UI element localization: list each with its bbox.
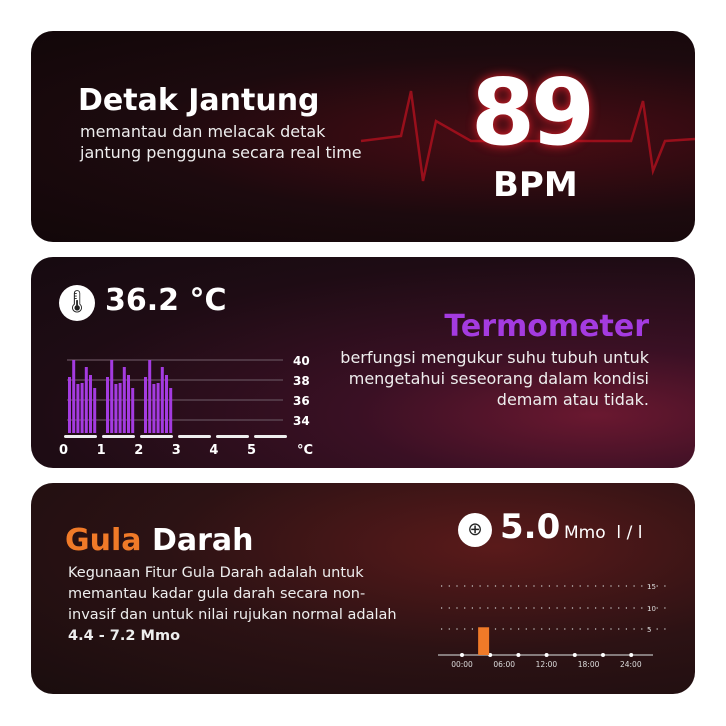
temp-bar: [89, 375, 92, 433]
x-tick-label: 3: [172, 443, 181, 458]
x-tick-label: 4: [209, 443, 218, 458]
y-tick-label: 36: [293, 394, 310, 408]
x-axis-segment: [178, 435, 211, 438]
temp-bar: [76, 384, 80, 433]
temp-bar: [110, 360, 114, 433]
y-tick-label: 10: [647, 605, 656, 613]
blood-drop-icon: ⊕: [458, 513, 492, 547]
x-tick-label: 06:00: [493, 660, 515, 669]
x-axis-segment: [140, 435, 173, 438]
axis-dot: [488, 653, 493, 657]
gula-value: 5.0: [500, 507, 561, 547]
sugar-bar: [478, 627, 490, 655]
temp-unit: °C: [189, 283, 227, 318]
gula-desc: Kegunaan Fitur Gula Darah adalah untuk m…: [68, 565, 397, 623]
axis-dot: [516, 653, 521, 657]
temp-bar: [144, 377, 147, 433]
temp-bar: [160, 367, 164, 433]
axis-dot: [601, 653, 605, 657]
temp-bar: [148, 360, 152, 433]
temp-bar: [72, 360, 76, 433]
thermo-title: Termometer: [444, 309, 649, 344]
y-tick-label: 38: [293, 374, 310, 388]
heart-title: Detak Jantung: [78, 83, 320, 118]
heart-value: 89: [471, 59, 595, 166]
gula-range: 4.4 - 7.2 Mmo: [68, 628, 181, 644]
thermo-desc: berfungsi mengukur suhu tubuh untuk meng…: [340, 348, 649, 409]
heartbeat-wave: [360, 90, 695, 182]
temp-bar: [93, 388, 97, 433]
temp-bar: [114, 384, 118, 433]
heart-rate-card: Detak Jantung memantau dan melacak detak…: [31, 31, 695, 242]
temp-bar: [80, 383, 84, 433]
x-tick-label: 2: [134, 443, 143, 458]
thermometer-icon: 🌡: [59, 285, 95, 321]
gula-title-b: Darah: [151, 523, 254, 558]
x-tick-label: 24:00: [620, 660, 642, 669]
temp-bar: [165, 375, 168, 433]
temp-bar: [118, 383, 122, 433]
blood-sugar-card: Gula Darah Kegunaan Fitur Gula Darah ada…: [31, 483, 695, 694]
blood-sugar-chart: 15 10 5 00:00 06:00 12:00 18:00 24:00: [438, 583, 671, 669]
heart-desc: memantau dan melacak detak jantung pengg…: [80, 122, 362, 162]
x-axis-segment: [216, 435, 249, 438]
x-tick-label: 1: [97, 443, 106, 458]
x-tick-label: 0: [59, 443, 68, 458]
x-unit-label: °C: [297, 443, 313, 458]
temp-bar: [152, 384, 156, 433]
thermometer-card: 🌡 36.2 °C Termometer berfungsi mengukur …: [31, 257, 695, 468]
temp-value: 36.2: [105, 283, 180, 318]
temp-bar: [122, 367, 126, 433]
temp-bar: [68, 377, 71, 433]
y-tick-label: 15: [647, 583, 656, 591]
temp-bar: [156, 383, 160, 433]
temp-bar: [106, 377, 109, 433]
x-tick-label: 5: [247, 443, 256, 458]
x-axis-segment: [102, 435, 135, 438]
axis-dot: [629, 653, 634, 657]
axis-dot: [544, 653, 549, 657]
axis-dot: [460, 653, 464, 657]
x-axis-segment: [64, 435, 97, 438]
y-tick-label: 40: [293, 354, 310, 368]
x-axis-segment: [254, 435, 287, 438]
temp-bar: [169, 388, 173, 433]
y-tick-label: 5: [647, 626, 651, 634]
gula-title-a: Gula: [65, 523, 142, 558]
axis-dot: [572, 653, 577, 657]
heart-unit: BPM: [493, 165, 578, 205]
x-tick-label: 12:00: [536, 660, 558, 669]
temp-bar: [84, 367, 88, 433]
temp-bar: [131, 388, 135, 433]
temp-bar: [127, 375, 130, 433]
x-tick-label: 18:00: [578, 660, 600, 669]
y-tick-label: 34: [293, 414, 310, 428]
gula-unit: Mmo l / l: [564, 523, 643, 543]
x-tick-label: 00:00: [451, 660, 473, 669]
